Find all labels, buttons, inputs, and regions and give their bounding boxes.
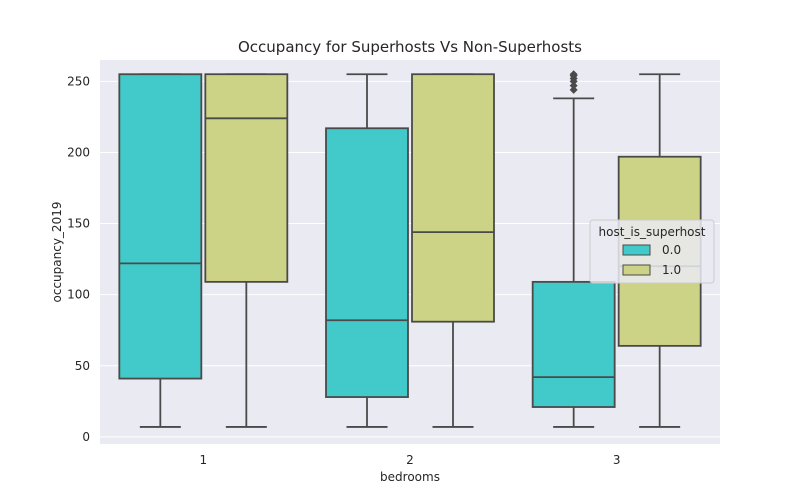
x-tick-label: 3 [613, 453, 621, 467]
box [411, 73, 495, 323]
legend-swatch-1 [622, 264, 651, 276]
outlier-point [569, 85, 578, 94]
x-tick-label: 1 [200, 453, 208, 467]
y-tick-label: 200 [67, 145, 90, 159]
y-tick-label: 50 [75, 359, 90, 373]
axis-ticks: 0 50 100 150 200 250 1 2 3 [67, 74, 620, 467]
y-tick-label: 250 [67, 74, 90, 88]
y-tick-label: 0 [82, 430, 90, 444]
x-axis-label: bedrooms [380, 470, 440, 484]
box-plot [531, 70, 616, 428]
x-tick-label: 2 [406, 453, 414, 467]
legend-box [589, 219, 715, 284]
y-axis-label: occupancy_2019 [50, 202, 64, 303]
box [118, 73, 203, 380]
legend-title: host_is_superhost [599, 225, 706, 239]
outlier-point [569, 70, 578, 79]
box-plot [204, 73, 289, 428]
y-tick-label: 100 [67, 288, 90, 302]
box [325, 127, 409, 398]
box [204, 73, 289, 283]
y-tick-label: 150 [67, 217, 90, 231]
legend: host_is_superhost 0.0 1.0 [589, 219, 715, 284]
box [531, 280, 616, 408]
legend-label-1: 1.0 [662, 263, 681, 277]
legend-label-0: 0.0 [662, 243, 681, 257]
gridlines [100, 80, 720, 438]
box-plot [411, 73, 495, 428]
legend-swatch-0 [622, 244, 651, 256]
chart-title: Occupancy for Superhosts Vs Non-Superhos… [238, 38, 582, 56]
box-plot [325, 73, 409, 428]
outlier-point [569, 81, 578, 90]
box-plot [118, 73, 203, 428]
